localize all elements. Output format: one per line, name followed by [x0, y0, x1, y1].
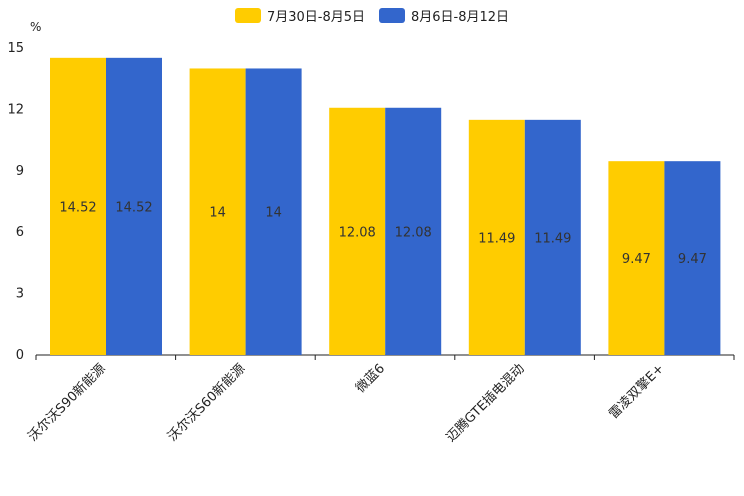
y-tick-label: 9 [16, 164, 24, 179]
bar-value-label: 9.47 [678, 252, 707, 267]
bar-value-label: 14 [265, 206, 282, 221]
y-tick-label: 12 [7, 102, 24, 117]
bar-value-label: 12.08 [339, 225, 376, 240]
legend: 7月30日-8月5日 8月6日-8月12日 [0, 6, 744, 25]
x-category-label: 微蓝6 [353, 361, 388, 396]
bar-value-label: 12.08 [395, 225, 432, 240]
y-tick-label: 6 [16, 225, 24, 240]
y-axis-unit: % [30, 20, 42, 34]
bar-2-2 [245, 68, 302, 355]
bar-value-label: 11.49 [478, 231, 515, 246]
bar-1-4 [468, 119, 525, 355]
legend-swatch-series-2 [379, 8, 405, 23]
legend-item-series-2[interactable]: 8月6日-8月12日 [379, 6, 509, 25]
bar-value-label: 14 [209, 206, 226, 221]
bar-1-2 [189, 68, 246, 355]
bar-1-3 [329, 107, 386, 355]
x-category-label: 沃尔沃S60新能源 [164, 361, 248, 445]
bar-value-label: 9.47 [622, 252, 651, 267]
bar-1-5 [608, 161, 665, 355]
y-tick-label: 0 [16, 348, 24, 363]
legend-swatch-series-1 [234, 8, 261, 23]
y-tick-label: 3 [16, 287, 24, 302]
bar-value-label: 11.49 [534, 231, 571, 246]
bar-2-3 [385, 107, 442, 355]
x-category-label: 迈腾GTE插电混动 [443, 361, 528, 446]
legend-label-series-1: 7月30日-8月5日 [266, 10, 365, 25]
bar-2-4 [524, 119, 581, 355]
y-tick-label: 15 [7, 41, 24, 56]
x-category-label: 沃尔沃S90新能源 [25, 361, 109, 445]
bar-value-label: 14.52 [59, 200, 96, 215]
bar-value-label: 14.52 [115, 200, 152, 215]
x-category-label: 雷凌双擎E+ [606, 361, 667, 422]
legend-label-series-2: 8月6日-8月12日 [411, 10, 510, 25]
legend-item-series-1[interactable]: 7月30日-8月5日 [234, 6, 365, 25]
bar-1-1 [50, 57, 106, 355]
bar-2-5 [664, 161, 721, 355]
bar-2-1 [106, 57, 162, 355]
